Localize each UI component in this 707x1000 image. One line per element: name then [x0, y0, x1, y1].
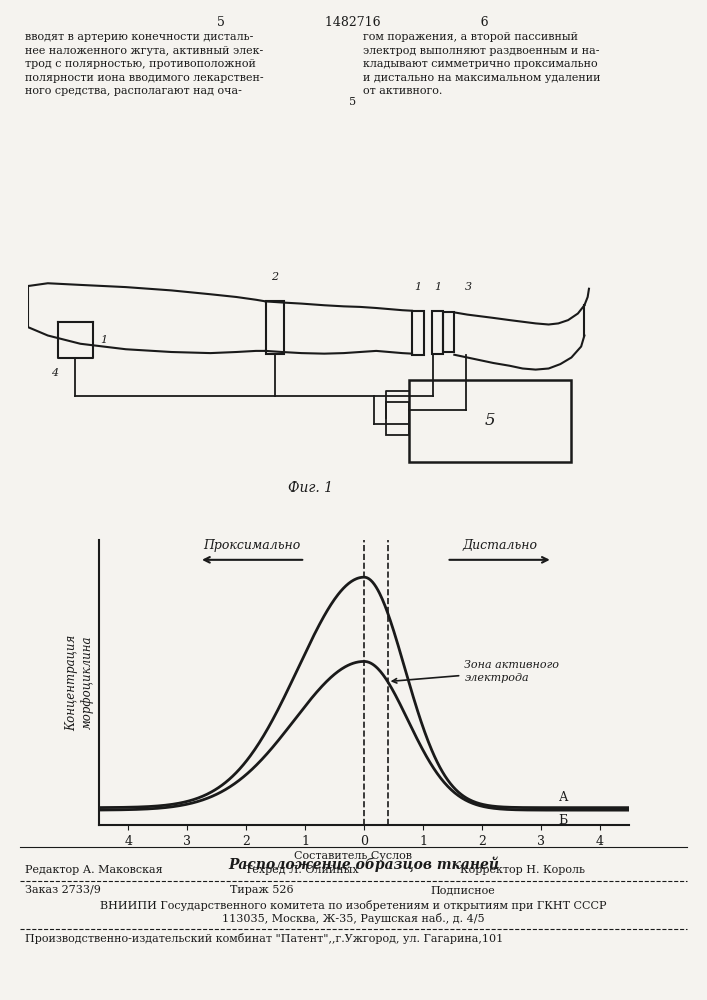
- Text: Составитель Суслов: Составитель Суслов: [294, 851, 412, 861]
- Text: Заказ 2733/9: Заказ 2733/9: [25, 885, 101, 895]
- Bar: [412, 311, 423, 355]
- Text: гом поражения, а второй пассивный
электрод выполняют раздвоенным и на-
кладывают: гом поражения, а второй пассивный электр…: [363, 32, 600, 96]
- X-axis label: Расположение образцов тканей: Расположение образцов тканей: [228, 856, 500, 872]
- Text: Фиг. 1: Фиг. 1: [288, 481, 332, 495]
- Text: Тираж 526: Тираж 526: [230, 885, 293, 895]
- Text: А: А: [559, 791, 568, 804]
- Text: Дистально: Дистально: [462, 539, 537, 552]
- Text: Корректор Н. Король: Корректор Н. Король: [460, 865, 585, 875]
- Text: Проксимально: Проксимально: [204, 539, 300, 552]
- Text: Зона активного
электрода: Зона активного электрода: [392, 660, 559, 683]
- Bar: [266, 301, 284, 354]
- Text: 5                         1482716                         6: 5 1482716 6: [217, 16, 489, 29]
- Text: ВНИИПИ Государственного комитета по изобретениям и открытиям при ГКНТ СССР: ВНИИПИ Государственного комитета по изоб…: [100, 900, 606, 911]
- Text: 2: 2: [271, 272, 279, 282]
- Bar: [431, 311, 443, 354]
- Text: 1: 1: [414, 282, 421, 292]
- Text: 5: 5: [485, 412, 496, 429]
- Bar: [409, 379, 571, 462]
- Text: 3: 3: [464, 282, 472, 292]
- Text: 113035, Москва, Ж-35, Раушская наб., д. 4/5: 113035, Москва, Ж-35, Раушская наб., д. …: [222, 913, 484, 924]
- Text: 5: 5: [349, 97, 356, 107]
- Text: 1: 1: [100, 335, 107, 345]
- Text: Фиг. 2: Фиг. 2: [288, 811, 332, 825]
- Text: Производственно-издательский комбинат "Патент",,г.Ужгород, ул. Гагарина,101: Производственно-издательский комбинат "П…: [25, 933, 503, 944]
- Bar: [443, 312, 455, 352]
- Text: Подписное: Подписное: [430, 885, 495, 895]
- Text: Редактор А. Маковская: Редактор А. Маковская: [25, 865, 163, 875]
- Text: вводят в артерию конечности дисталь-
нее наложенного жгута, активный элек-
трод : вводят в артерию конечности дисталь- нее…: [25, 32, 264, 96]
- Y-axis label: Концентрация
морфоциклина: Концентрация морфоциклина: [66, 634, 93, 731]
- Text: Техред Л. Олийных: Техред Л. Олийных: [245, 865, 358, 875]
- Text: 4: 4: [51, 368, 58, 378]
- Bar: [386, 401, 409, 434]
- Text: Б: Б: [559, 814, 568, 827]
- Text: 1: 1: [434, 282, 441, 292]
